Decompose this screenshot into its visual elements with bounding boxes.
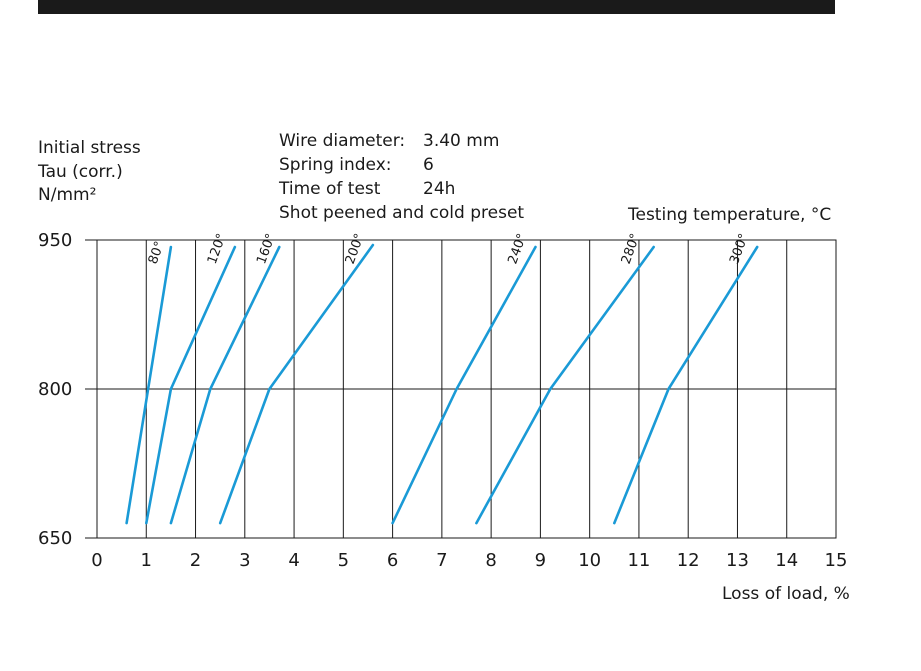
series-line <box>125 245 173 525</box>
info-value-spring-index: 6 <box>423 155 434 175</box>
series-line <box>218 243 375 525</box>
top-bar <box>38 0 835 14</box>
series-caption: Testing temperature, °C <box>628 205 832 225</box>
x-tick-label: 0 <box>91 550 102 571</box>
x-tick-label: 2 <box>190 550 201 571</box>
x-tick-label: 7 <box>436 550 447 571</box>
x-tick-label: 11 <box>627 550 650 571</box>
x-tick-label: 9 <box>535 550 546 571</box>
series-line <box>145 245 237 525</box>
info-label-time-of-test: Time of test <box>279 179 381 199</box>
info-label-wire-diameter: Wire diameter: <box>279 131 406 151</box>
series-line <box>169 245 281 525</box>
y-tick-label: 950 <box>38 230 72 251</box>
info-value-time-of-test: 24h <box>423 179 456 199</box>
series-label: 160° <box>254 232 279 267</box>
series-line <box>391 245 537 525</box>
info-value-wire-diameter: 3.40 mm <box>423 131 500 151</box>
x-tick-label: 6 <box>387 550 398 571</box>
y-tick-label: 650 <box>38 528 72 549</box>
x-tick-label: 4 <box>288 550 299 571</box>
x-tick-label: 10 <box>578 550 601 571</box>
series-line <box>613 245 759 525</box>
x-tick-label: 14 <box>775 550 798 571</box>
series-line <box>475 245 655 525</box>
series-label: 80° <box>146 239 168 266</box>
x-tick-label: 12 <box>677 550 700 571</box>
y-axis-title-line3: N/mm² <box>38 185 97 205</box>
x-tick-label: 15 <box>825 550 848 571</box>
info-shot-peened: Shot peened and cold preset <box>279 203 525 223</box>
x-tick-label: 8 <box>485 550 496 571</box>
y-axis-title-line1: Initial stress <box>38 138 141 158</box>
y-tick-label: 800 <box>38 379 72 400</box>
y-axis-title-line2: Tau (corr.) <box>38 162 123 182</box>
x-axis-title: Loss of load, % <box>722 584 850 604</box>
series-label: 280° <box>619 232 644 267</box>
x-tick-label: 13 <box>726 550 749 571</box>
x-tick-label: 3 <box>239 550 250 571</box>
x-tick-label: 1 <box>141 550 152 571</box>
series-label: 200° <box>343 232 368 267</box>
info-label-spring-index: Spring index: <box>279 155 392 175</box>
series-label: 120° <box>205 232 230 267</box>
x-tick-label: 5 <box>338 550 349 571</box>
